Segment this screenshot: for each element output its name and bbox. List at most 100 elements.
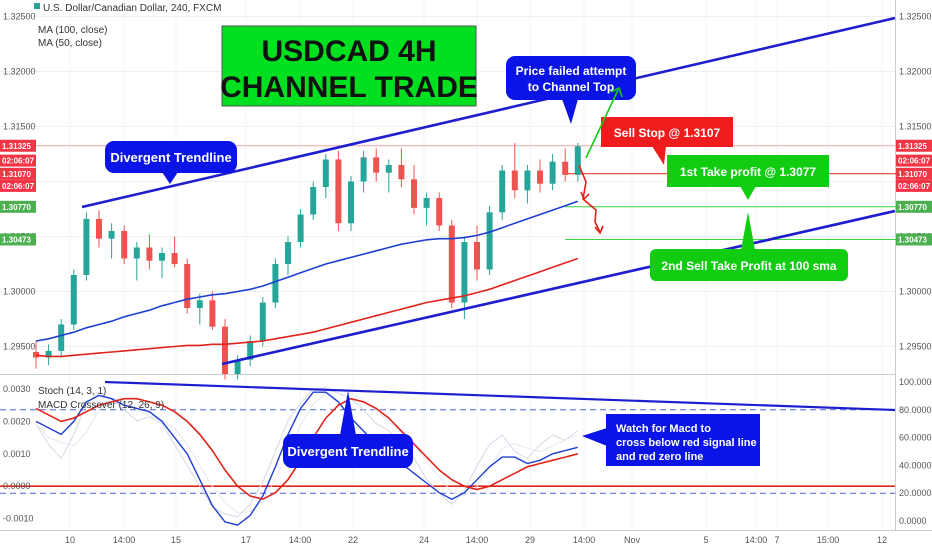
divergent-callout-bottom (283, 434, 413, 468)
tp1-callout (667, 155, 829, 187)
divergent-callout-bottom-pointer (340, 391, 356, 435)
title-line-2: CHANNEL TRADE (220, 71, 478, 104)
candle-body (121, 231, 128, 259)
candle-body (58, 324, 65, 351)
tp2-text: 2nd Sell Take Profit at 100 sma (661, 259, 837, 273)
stoch-axis-label: 80.0000 (899, 405, 932, 415)
candle-body (108, 231, 115, 239)
macd-axis-label: 0.0030 (3, 384, 31, 394)
price-tag-left-text: 02:06:07 (2, 157, 35, 166)
candle-body (411, 179, 417, 208)
price-tag-right-text: 1.31325 (898, 142, 927, 151)
price-axis-left-label: 1.30000 (3, 287, 36, 297)
candle-body (574, 146, 581, 175)
price-tag-left-text: 1.30473 (2, 235, 31, 244)
x-axis-label: 14:00 (745, 535, 768, 545)
target-arrow-shaft (585, 89, 619, 159)
price-axis-left-label: 1.32000 (3, 67, 36, 77)
candle-body (247, 341, 254, 360)
title-line-1: USDCAD 4H (261, 35, 436, 68)
price-axis-left-label: 1.31500 (3, 122, 36, 132)
candle-body (549, 161, 556, 184)
price-axis-right-label: 1.30000 (899, 287, 932, 297)
x-axis-label: 12 (877, 535, 887, 545)
channel-top-trendline (81, 16, 896, 209)
divergent-callout-top (105, 141, 237, 173)
candle-body (461, 242, 468, 303)
price-tag-right (896, 233, 932, 246)
candle-body (524, 170, 531, 191)
stoch-axis-label: 100.0000 (899, 377, 932, 387)
candle-body (423, 198, 430, 208)
price-tag-left (0, 154, 36, 167)
price-failed-callout (506, 56, 636, 100)
price-tag-right (896, 167, 932, 180)
price-tag-left (0, 200, 36, 213)
stoch-axis-label: 60.0000 (899, 433, 932, 443)
projected-path-arrowhead-1 (580, 191, 590, 201)
x-axis-label: 14:00 (289, 535, 312, 545)
candle-body (259, 302, 266, 341)
x-axis-label: 15 (171, 535, 181, 545)
price-tag-right (896, 154, 932, 167)
x-axis-label: 14:00 (466, 535, 489, 545)
price-tag-right-text: 1.30473 (898, 235, 927, 244)
candlestick-series (33, 143, 581, 380)
price-tag-right (896, 139, 932, 152)
macd-axis-label: 0.0000 (3, 481, 31, 491)
candle-body (146, 247, 153, 261)
stoch-legend: Stoch (14, 3, 1) (38, 386, 106, 397)
price-tag-right-text: 02:06:07 (898, 182, 931, 191)
candle-body (83, 218, 90, 275)
price-tag-left-text: 1.31070 (2, 170, 31, 179)
stoch-d-line (35, 389, 578, 514)
candle-body (385, 165, 392, 173)
price-failed-pointer (562, 99, 578, 124)
candle-body (436, 198, 443, 226)
price-tag-left (0, 167, 36, 180)
candle-body (448, 225, 455, 303)
tp1-text: 1st Take profit @ 1.3077 (680, 165, 817, 179)
x-axis-label: 24 (419, 535, 429, 545)
stoch-axis-label: 40.0000 (899, 460, 932, 470)
candle-body (272, 264, 279, 303)
price-tag-left (0, 179, 36, 192)
sell-stop-text: Sell Stop @ 1.3107 (614, 126, 721, 140)
candle-body (285, 242, 291, 264)
candle-body (196, 300, 203, 308)
ma50-legend: MA (50, close) (38, 38, 102, 49)
price-axis-right-label: 1.32000 (899, 67, 932, 77)
symbol-color-swatch (34, 3, 40, 9)
price-tags: 1.31325 1.31325 02:06:07 02:06:07 1.31070 1.3… (0, 139, 932, 246)
candle-body (322, 159, 329, 187)
x-axis-label: 7 (774, 535, 779, 545)
tp2-callout (650, 249, 848, 281)
candle-body (474, 242, 480, 270)
tp2-pointer (741, 212, 755, 250)
candle-body (209, 300, 216, 327)
candle-body (45, 350, 52, 358)
candle-body (159, 253, 165, 261)
price-axis-left-label: 1.29500 (3, 342, 36, 352)
price-tag-right-text: 1.30770 (898, 203, 927, 212)
x-axis-label: 10 (65, 535, 75, 545)
macd-divergent-trendline (104, 380, 896, 412)
stoch-k-line (35, 387, 579, 518)
macd-line (35, 391, 578, 526)
candle-body (184, 264, 191, 308)
x-axis-label: 29 (525, 535, 535, 545)
ma100-line (35, 257, 579, 358)
tp1-pointer (740, 186, 756, 200)
candle-body (297, 214, 304, 242)
candle-body (222, 326, 228, 374)
macd-note-text-1: Watch for Macd to (616, 423, 711, 435)
macd-grid (0, 409, 896, 494)
x-axis-label: 17 (241, 535, 251, 545)
sell-stop-callout (601, 117, 733, 147)
divergent-callout-top-pointer (162, 172, 178, 184)
macd-axis-label: -0.0010 (3, 514, 34, 524)
price-axis-left-label: 1.32500 (3, 12, 36, 22)
title-box (221, 25, 477, 107)
